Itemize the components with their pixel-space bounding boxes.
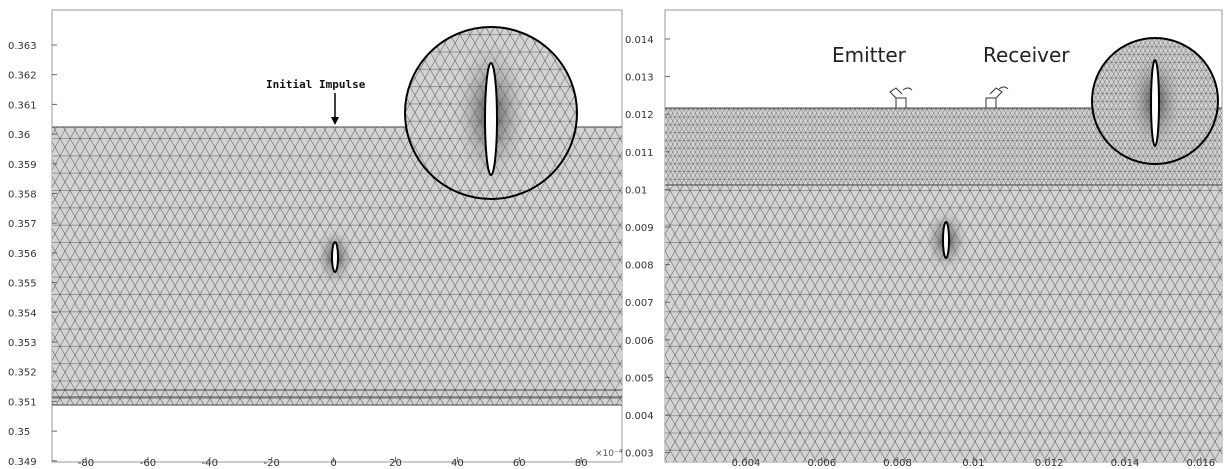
right-crack (942, 221, 950, 259)
left-x-tick-8: 80 (575, 458, 588, 469)
right-y-tick-3: 0.011 (625, 148, 654, 159)
right-y-tick-7: 0.007 (625, 298, 654, 309)
left-x-tick-1: -60 (140, 458, 156, 469)
left-y-axis: 0.363 0.362 0.361 0.36 0.359 0.358 0.357 0.356 0… (8, 41, 57, 468)
left-y-tick-4: 0.359 (8, 160, 37, 171)
emitter-label: Emitter (832, 43, 907, 67)
left-y-tick-2: 0.361 (8, 100, 37, 111)
right-y-tick-5: 0.009 (625, 223, 654, 234)
left-x-tick-6: 40 (451, 458, 464, 469)
receiver-icon (985, 86, 1009, 108)
left-panel: Initial Impulse 0.363 0.362 0.361 0.36 0.359… (8, 9, 623, 469)
left-y-tick-5: 0.358 (8, 190, 37, 201)
right-y-tick-4: 0.01 (625, 185, 647, 196)
left-y-tick-0: 0.363 (8, 41, 37, 52)
right-x-tick-1: 0.006 (807, 458, 836, 469)
right-y-axis: 0.014 0.013 0.012 0.011 0.01 0.009 0.008 0.007 0… (625, 35, 670, 460)
left-y-tick-14: 0.349 (8, 457, 37, 468)
left-crack (331, 241, 339, 273)
right-y-tick-11: 0.003 (625, 449, 654, 460)
right-y-tick-1: 0.013 (625, 73, 654, 84)
left-y-tick-8: 0.355 (8, 279, 37, 290)
left-x-tick-3: -20 (264, 458, 280, 469)
right-x-tick-3: 0.01 (962, 458, 984, 469)
initial-impulse-label: Initial Impulse (266, 78, 366, 91)
right-x-tick-6: 0.016 (1186, 458, 1215, 469)
right-y-tick-0: 0.014 (625, 35, 654, 46)
left-y-tick-6: 0.357 (8, 219, 37, 230)
right-x-tick-2: 0.008 (883, 458, 912, 469)
left-x-tick-2: -40 (202, 458, 218, 469)
left-x-tick-5: 20 (389, 458, 402, 469)
right-panel: Emitter Receiver 0.0140.0130.0120.0110.0… (625, 9, 1223, 469)
right-inset-crack (1150, 59, 1160, 147)
right-y-tick-9: 0.005 (625, 373, 654, 384)
left-y-tick-10: 0.353 (8, 338, 37, 349)
right-y-tick-8: 0.006 (625, 336, 654, 347)
left-x-tick-0: -80 (78, 458, 94, 469)
receiver-label: Receiver (983, 43, 1070, 67)
emitter-icon (889, 87, 913, 108)
right-x-tick-4: 0.012 (1035, 458, 1064, 469)
left-zoom-inset (404, 26, 578, 200)
left-y-tick-1: 0.362 (8, 71, 37, 82)
left-y-tick-9: 0.354 (8, 308, 37, 319)
right-zoom-inset (1091, 37, 1219, 165)
left-x-tick-7: 60 (513, 458, 526, 469)
left-y-tick-12: 0.351 (8, 397, 37, 408)
impulse-arrowhead (331, 117, 339, 125)
left-y-tick-13: 0.35 (8, 427, 30, 438)
right-x-tick-5: 0.014 (1111, 458, 1140, 469)
left-y-tick-11: 0.352 (8, 368, 37, 379)
left-x-tick-4: 0 (330, 458, 336, 469)
left-y-tick-7: 0.356 (8, 249, 37, 260)
left-x-axis: -80 -60 -40 -20 0 20 40 60 80 (78, 457, 588, 469)
left-y-tick-3: 0.36 (8, 130, 30, 141)
left-inset-crack (484, 62, 498, 176)
right-x-axis: 0.004 0.006 0.008 0.01 0.012 0.014 0.016 (732, 457, 1215, 469)
left-x-exponent: ×10⁻⁴ (595, 449, 623, 459)
right-y-tick-2: 0.012 (625, 110, 654, 121)
right-y-tick-6: 0.008 (625, 261, 654, 272)
right-y-tick-10: 0.004 (625, 411, 654, 422)
right-x-tick-0: 0.004 (732, 458, 761, 469)
